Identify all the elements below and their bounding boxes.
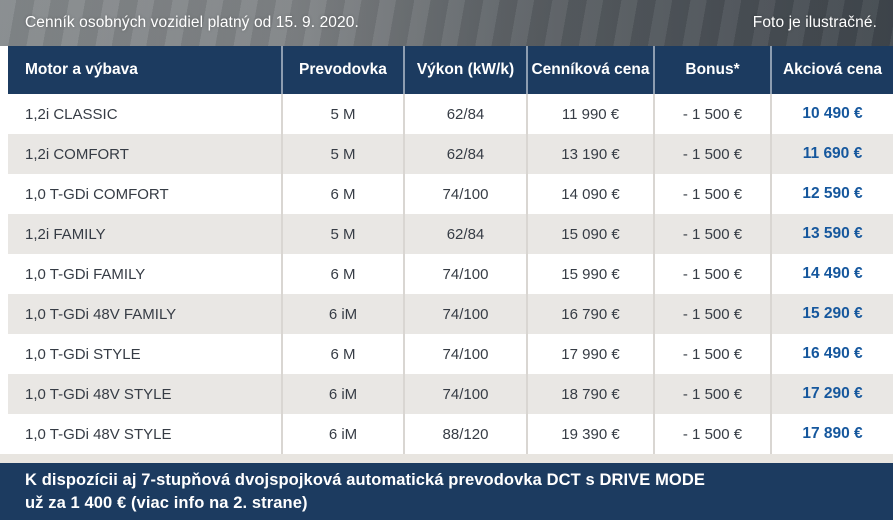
table-body: 1,2i CLASSIC 5 M 62/84 11 990 € - 1 500 €10 … [8, 94, 893, 454]
cell-vykon: 88/120 [405, 414, 528, 454]
cell-prevodovka: 5 M [283, 94, 405, 134]
cell-vykon: 74/100 [405, 334, 528, 374]
cell-bonus: - 1 500 € [655, 374, 772, 414]
cell-prevodovka: 5 M [283, 214, 405, 254]
table-row: 1,2i CLASSIC 5 M 62/84 11 990 € - 1 500 € 10 … [8, 94, 893, 134]
cell-motor: 1,0 T-GDi FAMILY [8, 254, 283, 294]
cell-akciova-cena: 10 490 € [802, 105, 863, 122]
table-row: 1,0 T-GDi 48V STYLE 6 iM 88/120 19 390 € - 1… [8, 414, 893, 454]
dct-info-line2: už za 1 400 € (viac info na 2. strane) [25, 494, 308, 513]
cell-vykon: 62/84 [405, 134, 528, 174]
table-row: 1,2i COMFORT 5 M 62/84 13 190 € - 1 500 € 11 … [8, 134, 893, 174]
cell-akciova-cena: 12 590 € [802, 185, 863, 202]
cell-vykon: 62/84 [405, 94, 528, 134]
header-bonus: Bonus* [655, 46, 772, 94]
cell-akciova-cena: 16 490 € [802, 345, 863, 362]
cell-vykon: 74/100 [405, 174, 528, 214]
table-row: 1,0 T-GDi STYLE 6 M 74/100 17 990 € - 1 500 … [8, 334, 893, 374]
cell-prevodovka: 6 M [283, 334, 405, 374]
cell-bonus: - 1 500 € [655, 414, 772, 454]
cell-cennikova-cena: 16 790 € [528, 294, 655, 334]
cell-cennikova-cena: 15 990 € [528, 254, 655, 294]
cell-bonus: - 1 500 € [655, 94, 772, 134]
table-row: 1,0 T-GDi FAMILY 6 M 74/100 15 990 € - 1 500… [8, 254, 893, 294]
cell-prevodovka: 6 M [283, 254, 405, 294]
cell-bonus: - 1 500 € [655, 254, 772, 294]
cell-cennikova-cena: 13 190 € [528, 134, 655, 174]
cell-motor: 1,2i CLASSIC [8, 94, 283, 134]
price-table: Motor a výbava Prevodovka Výkon (kW/k) C… [8, 46, 893, 454]
cell-motor: 1,2i FAMILY [8, 214, 283, 254]
cell-motor: 1,2i COMFORT [8, 134, 283, 174]
cell-akciova-cena: 13 590 € [802, 225, 863, 242]
photo-disclaimer-text: Foto je ilustračné. [752, 14, 877, 31]
cell-vykon: 74/100 [405, 254, 528, 294]
cell-vykon: 62/84 [405, 214, 528, 254]
photo-banner: Cenník osobných vozidiel platný od 15. 9… [0, 0, 893, 46]
dct-info-banner: K dispozícii aj 7-stupňová dvojspojková … [0, 463, 893, 520]
cell-akciova-cena: 17 290 € [802, 385, 863, 402]
cell-akciova-cena: 14 490 € [802, 265, 863, 282]
cell-prevodovka: 5 M [283, 134, 405, 174]
table-row: 1,0 T-GDi 48V STYLE 6 iM 74/100 18 790 € - 1… [8, 374, 893, 414]
table-header-row: Motor a výbava Prevodovka Výkon (kW/k) C… [8, 46, 893, 94]
cell-vykon: 74/100 [405, 294, 528, 334]
cell-motor: 1,0 T-GDi 48V STYLE [8, 374, 283, 414]
cell-motor: 1,0 T-GDi COMFORT [8, 174, 283, 214]
cell-cennikova-cena: 15 090 € [528, 214, 655, 254]
header-vykon: Výkon (kW/k) [405, 46, 528, 94]
cell-motor: 1,0 T-GDi STYLE [8, 334, 283, 374]
header-akciova-cena: Akciová cena [782, 61, 883, 79]
cell-cennikova-cena: 17 990 € [528, 334, 655, 374]
dct-info-line1: K dispozícii aj 7-stupňová dvojspojková … [25, 471, 705, 489]
cell-cennikova-cena: 14 090 € [528, 174, 655, 214]
spacer-strip [0, 454, 893, 463]
table-row: 1,0 T-GDi COMFORT 6 M 74/100 14 090 € - 1 50… [8, 174, 893, 214]
cell-akciova-cena: 15 290 € [802, 305, 863, 322]
header-motor-vybava: Motor a výbava [8, 46, 283, 94]
cell-motor: 1,0 T-GDi 48V STYLE [8, 414, 283, 454]
cell-cennikova-cena: 11 990 € [528, 94, 655, 134]
cell-prevodovka: 6 M [283, 174, 405, 214]
cell-bonus: - 1 500 € [655, 134, 772, 174]
cell-bonus: - 1 500 € [655, 174, 772, 214]
cell-akciova-cena: 11 690 € [802, 145, 863, 162]
cell-prevodovka: 6 iM [283, 294, 405, 334]
cell-motor: 1,0 T-GDi 48V FAMILY [8, 294, 283, 334]
cell-akciova-cena: 17 890 € [802, 425, 863, 442]
cell-prevodovka: 6 iM [283, 414, 405, 454]
header-cennikova-cena: Cenníková cena [528, 46, 655, 94]
cell-bonus: - 1 500 € [655, 334, 772, 374]
table-row: 1,2i FAMILY 5 M 62/84 15 090 € - 1 500 € 13 5… [8, 214, 893, 254]
cell-prevodovka: 6 iM [283, 374, 405, 414]
header-prevodovka: Prevodovka [283, 46, 405, 94]
cell-vykon: 74/100 [405, 374, 528, 414]
cell-bonus: - 1 500 € [655, 294, 772, 334]
cell-cennikova-cena: 18 790 € [528, 374, 655, 414]
table-row: 1,0 T-GDi 48V FAMILY 6 iM 74/100 16 790 € - … [8, 294, 893, 334]
cell-cennikova-cena: 19 390 € [528, 414, 655, 454]
pricelist-validity-text: Cenník osobných vozidiel platný od 15. 9… [25, 14, 359, 31]
cell-bonus: - 1 500 € [655, 214, 772, 254]
